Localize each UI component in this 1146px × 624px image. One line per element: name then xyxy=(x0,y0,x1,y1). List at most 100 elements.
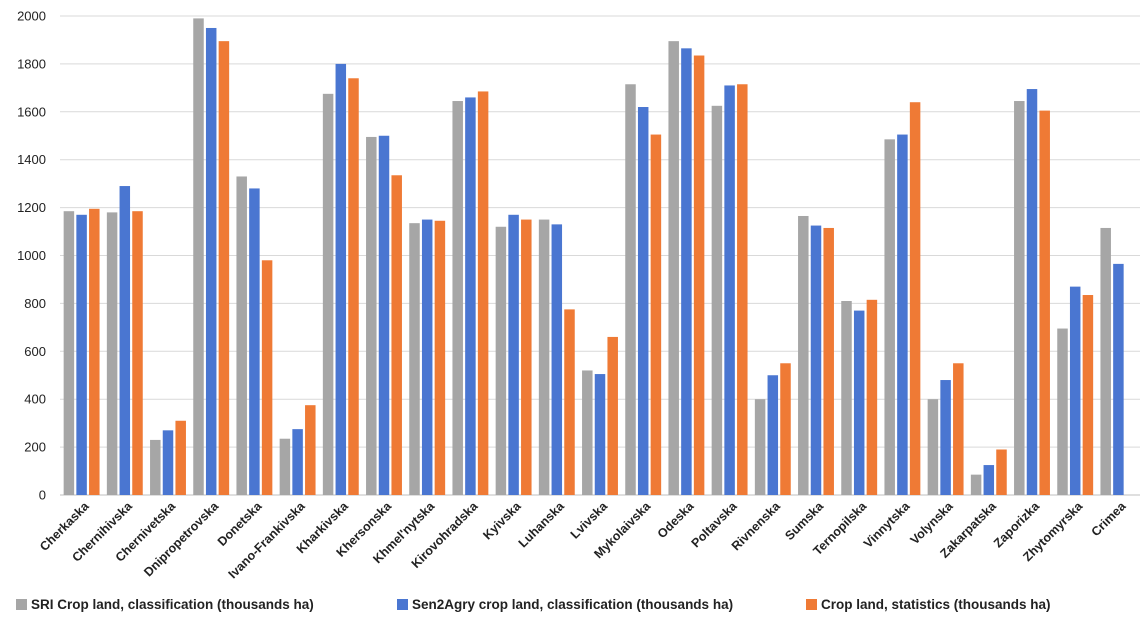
bar-khmel-nytska-series-1 xyxy=(409,223,420,496)
bar-sumska-series-1 xyxy=(798,215,809,496)
bar-kharkivska-series-2 xyxy=(335,63,347,496)
bar-rivnenska-series-3 xyxy=(780,363,791,495)
bar-kyivska-series-3 xyxy=(521,219,532,495)
bar-kirovohradska-series-2 xyxy=(465,97,476,496)
bar-odeska-series-1 xyxy=(668,41,679,496)
bar-vinnytska-series-2 xyxy=(897,134,908,496)
bar-sumska-series-3 xyxy=(823,227,834,495)
bar-zaporizka-series-1 xyxy=(1014,101,1025,496)
bar-chernivetska-series-2 xyxy=(162,430,174,495)
bar-khersonska-series-1 xyxy=(366,136,377,495)
bar-crimea-series-1 xyxy=(1100,227,1111,495)
x-category-label: Lvivska xyxy=(568,498,611,541)
bar-crimea-series-2 xyxy=(1113,263,1124,495)
legend-swatch xyxy=(397,599,408,610)
bar-khersonska-series-2 xyxy=(378,135,390,495)
bar-zaporizka-series-3 xyxy=(1039,110,1050,495)
bar-khersonska-series-3 xyxy=(391,175,402,495)
bars xyxy=(63,18,1124,496)
bar-zakarpatska-series-3 xyxy=(996,449,1007,495)
bar-kyivska-series-2 xyxy=(508,214,519,495)
bar-zakarpatska-series-1 xyxy=(970,474,982,495)
bar-lvivska-series-1 xyxy=(582,370,593,495)
x-category-label: Luhanska xyxy=(516,498,568,550)
bar-mykolaivska-series-1 xyxy=(625,84,636,495)
x-category-label: Crimea xyxy=(1089,498,1130,539)
bar-ivano-frankivska-series-1 xyxy=(279,438,291,495)
bar-ternopilska-series-1 xyxy=(841,301,852,495)
y-tick-label: 200 xyxy=(24,440,46,455)
bar-zhytomyrska-series-3 xyxy=(1082,295,1094,495)
bar-lvivska-series-2 xyxy=(594,374,606,495)
x-category-label: Kyivska xyxy=(480,498,524,542)
bar-dnipropetrovska-series-2 xyxy=(205,27,217,495)
bar-rivnenska-series-2 xyxy=(767,375,779,495)
bar-zhytomyrska-series-1 xyxy=(1057,328,1068,495)
bar-kirovohradska-series-3 xyxy=(477,91,489,495)
y-tick-label: 2000 xyxy=(17,9,46,24)
bar-sumska-series-2 xyxy=(810,225,822,495)
bar-poltavska-series-1 xyxy=(711,105,723,495)
bar-dnipropetrovska-series-3 xyxy=(218,41,230,496)
bar-chernihivska-series-3 xyxy=(132,211,143,495)
bar-chernihivska-series-2 xyxy=(119,186,131,496)
bar-kharkivska-series-1 xyxy=(322,93,334,496)
bar-chernivetska-series-1 xyxy=(150,439,161,495)
bar-cherkaska-series-1 xyxy=(63,211,75,495)
y-tick-label: 0 xyxy=(39,488,46,503)
y-tick-label: 1800 xyxy=(17,56,46,71)
y-tick-label: 600 xyxy=(24,344,46,359)
bar-ivano-frankivska-series-3 xyxy=(305,405,316,495)
legend: SRI Crop land, classification (thousands… xyxy=(16,597,1051,612)
bar-ternopilska-series-2 xyxy=(853,310,865,495)
bar-zakarpatska-series-2 xyxy=(983,465,995,495)
x-axis-labels: CherkaskaChernihivskaChernivetskaDniprop… xyxy=(37,498,1129,581)
bar-ternopilska-series-3 xyxy=(866,299,878,495)
bar-kharkivska-series-3 xyxy=(348,78,359,496)
bar-mykolaivska-series-2 xyxy=(637,107,649,495)
bar-poltavska-series-3 xyxy=(737,84,748,495)
bar-lvivska-series-3 xyxy=(607,336,618,495)
bar-kirovohradska-series-1 xyxy=(452,101,463,496)
bar-chernihivska-series-1 xyxy=(106,212,118,495)
bar-volynska-series-3 xyxy=(953,363,964,495)
legend-label: Sen2Agry crop land, classification (thou… xyxy=(412,597,733,612)
bar-zaporizka-series-2 xyxy=(1026,89,1038,496)
bar-donetska-series-2 xyxy=(249,188,260,495)
y-tick-label: 1400 xyxy=(17,152,46,167)
bar-volynska-series-1 xyxy=(927,399,939,495)
bar-khmel-nytska-series-3 xyxy=(434,220,446,495)
bar-cherkaska-series-3 xyxy=(89,208,100,496)
bar-cherkaska-series-2 xyxy=(76,214,87,495)
bar-ivano-frankivska-series-2 xyxy=(292,429,303,495)
legend-swatch xyxy=(16,599,27,610)
bar-odeska-series-3 xyxy=(693,55,705,496)
bar-odeska-series-2 xyxy=(681,48,692,496)
y-tick-label: 800 xyxy=(24,296,46,311)
bar-luhanska-series-1 xyxy=(538,219,550,495)
x-category-label: Ivano-Frankivska xyxy=(226,498,309,581)
y-tick-label: 1200 xyxy=(17,200,46,215)
y-axis-ticks: 0 200 400 600 800 1000 1200 1400 1600 1800 2000 xyxy=(17,9,46,503)
bar-luhanska-series-3 xyxy=(564,309,575,495)
legend-label: Crop land, statistics (thousands ha) xyxy=(821,597,1051,612)
legend-swatch xyxy=(806,599,817,610)
bar-chernivetska-series-3 xyxy=(175,420,186,495)
x-category-label: Sumska xyxy=(782,498,827,543)
bar-mykolaivska-series-3 xyxy=(650,134,662,496)
y-tick-label: 1000 xyxy=(17,248,46,263)
bar-dnipropetrovska-series-1 xyxy=(193,18,204,496)
bar-vinnytska-series-1 xyxy=(884,139,895,495)
y-tick-label: 1600 xyxy=(17,104,46,119)
bar-khmel-nytska-series-2 xyxy=(421,219,433,495)
bar-donetska-series-1 xyxy=(236,176,247,495)
x-category-label: Vinnytska xyxy=(861,498,913,550)
bar-vinnytska-series-3 xyxy=(909,102,921,495)
bar-poltavska-series-2 xyxy=(724,85,735,495)
bar-kyivska-series-1 xyxy=(495,226,507,495)
bar-zhytomyrska-series-2 xyxy=(1069,286,1081,495)
legend-label: SRI Crop land, classification (thousands… xyxy=(31,597,314,612)
x-category-label: Odeska xyxy=(655,498,698,541)
